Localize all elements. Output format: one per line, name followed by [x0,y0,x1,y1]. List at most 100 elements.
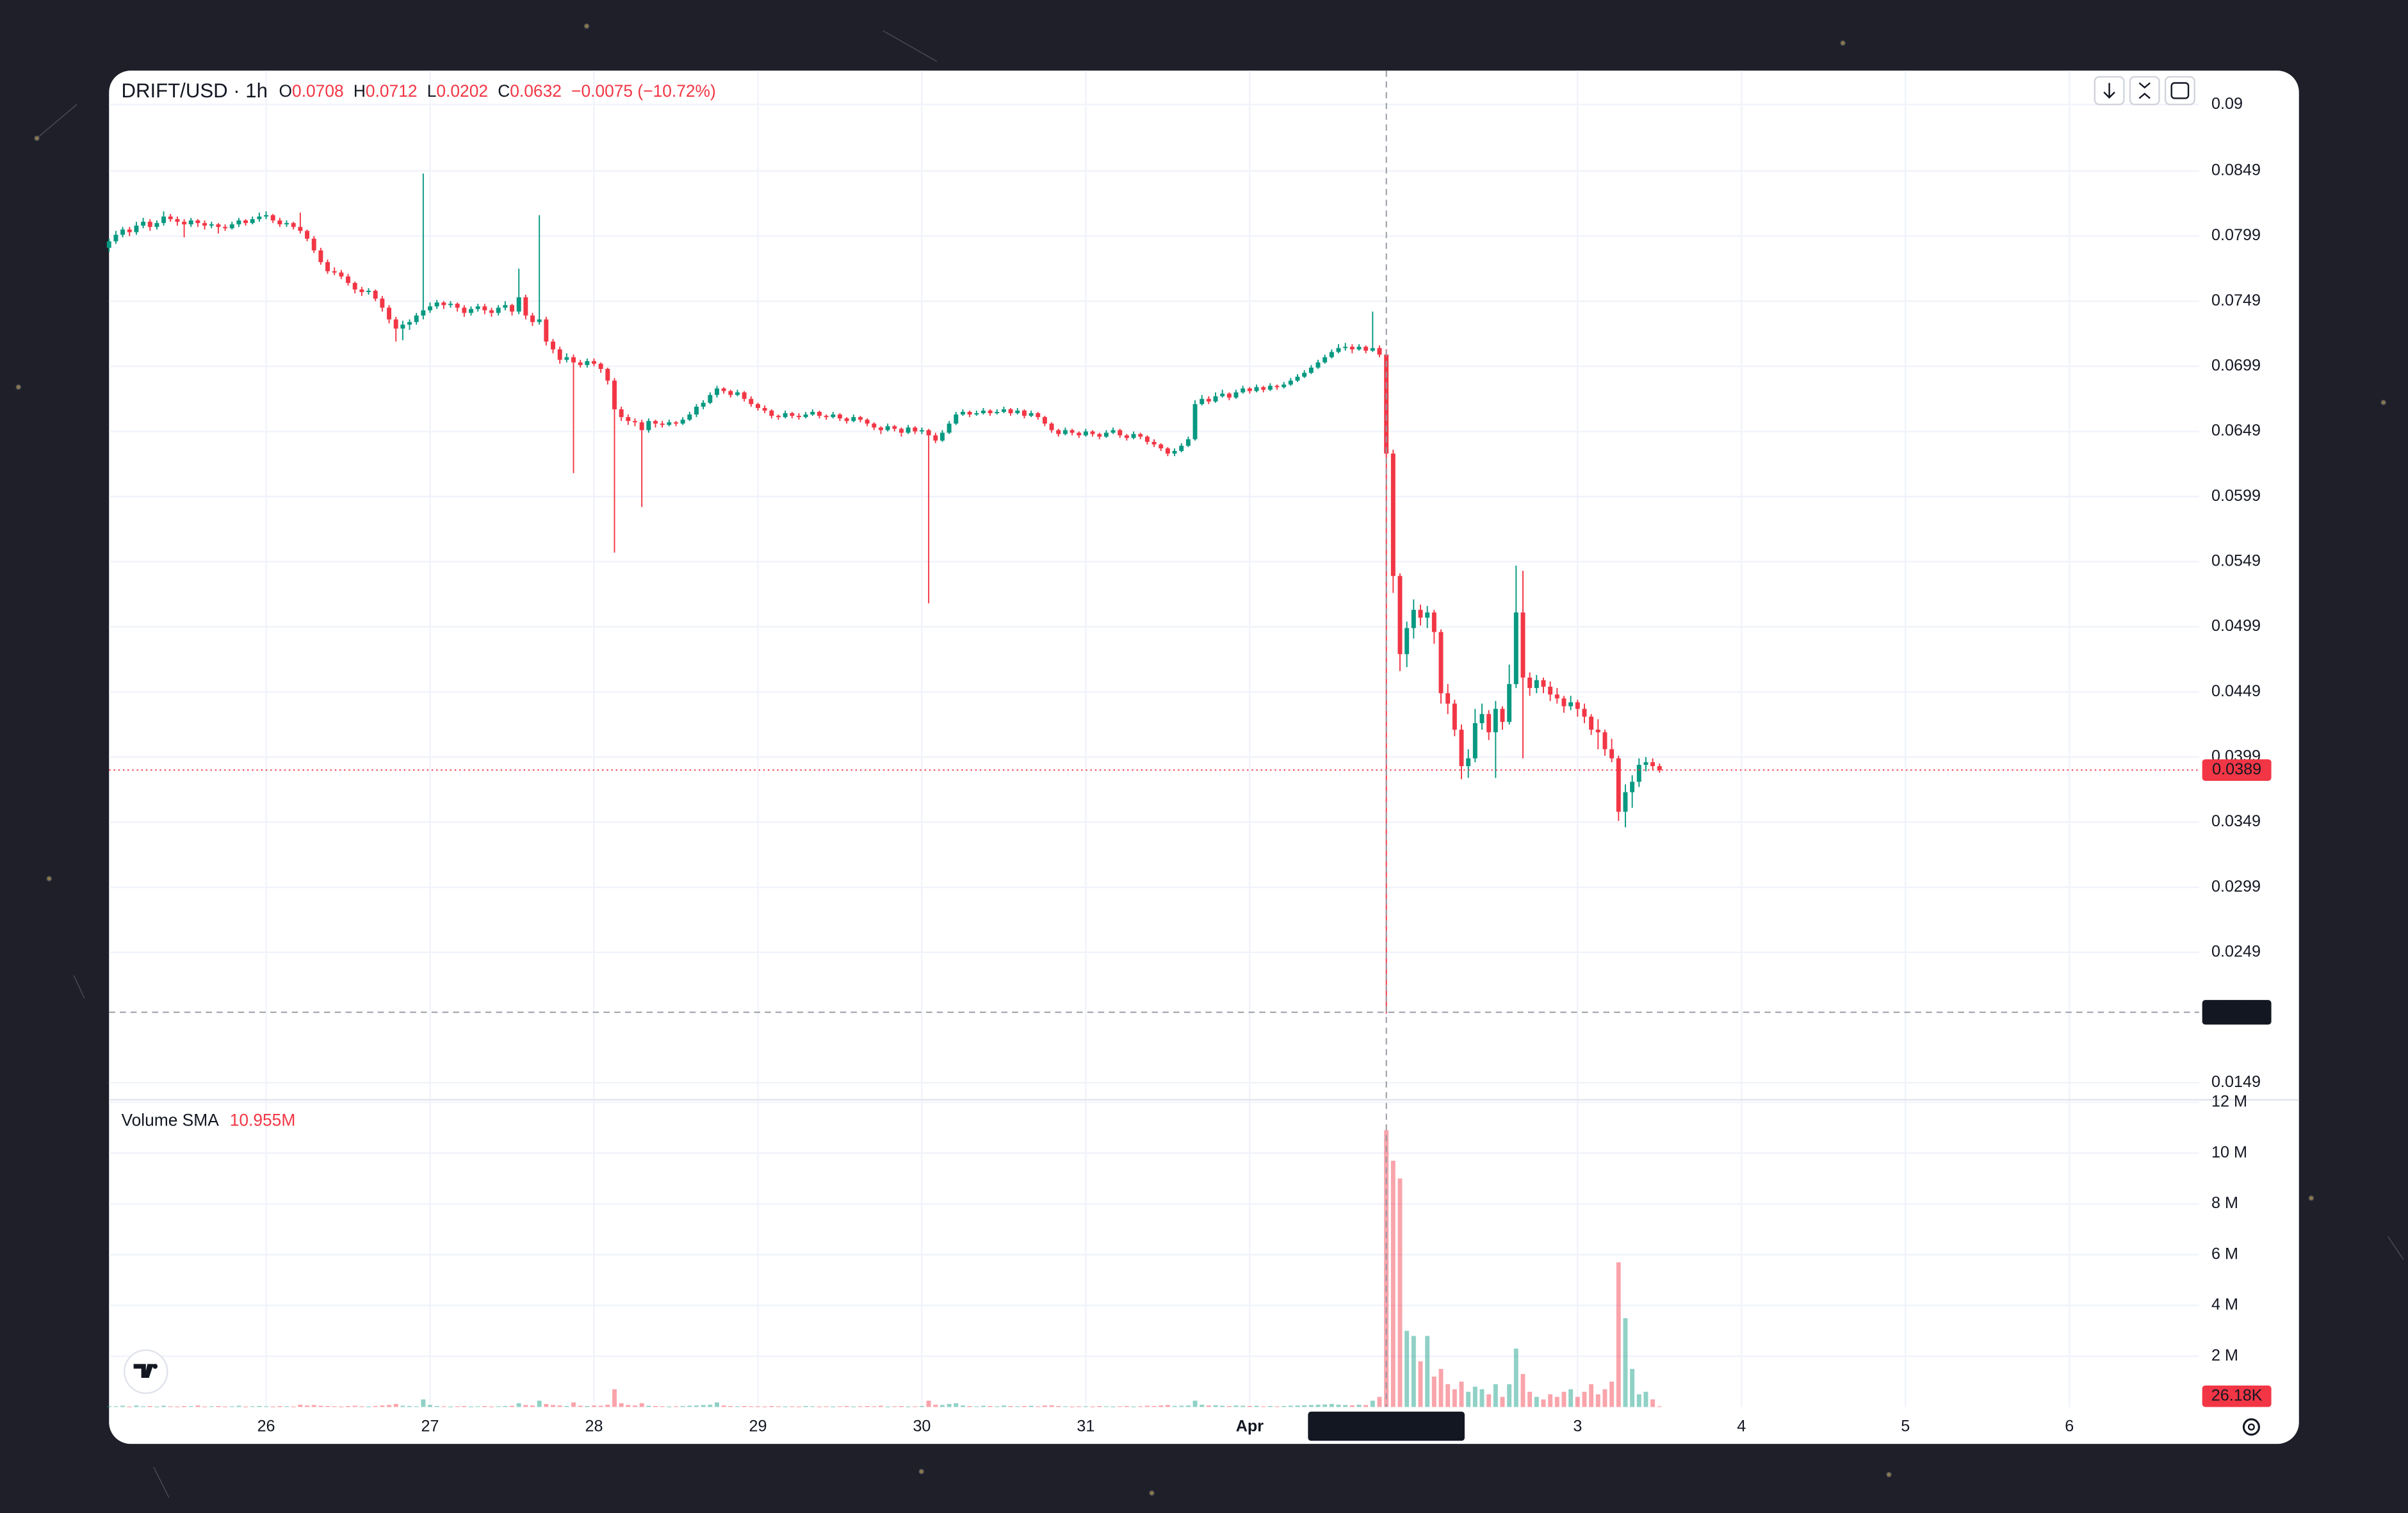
legend-line: DRIFT/USD · 1h O0.0708 H0.0712 L0.0202 C… [121,79,715,102]
volume-bar [305,1405,310,1407]
volume-bar [1206,1405,1211,1407]
candle-body [551,341,555,350]
volume-bar [1554,1396,1559,1407]
volume-tick-label: 12 M [2211,1093,2247,1111]
candle-body [1527,677,1533,689]
candle-body [1144,436,1150,442]
candle-body [1589,716,1594,730]
volume-bar [1192,1400,1198,1407]
button-fullscreen[interactable] [2164,76,2195,106]
volume-bar [769,1405,774,1407]
candle-body [1179,445,1184,452]
candle-body [1124,435,1129,438]
volume-bar [1315,1404,1321,1407]
volume-bar [551,1405,555,1407]
candle-body [1397,576,1403,655]
volume-bar [1356,1404,1362,1407]
candle-body [1315,362,1321,368]
settings-button[interactable] [2242,1418,2260,1436]
candle-body [1090,431,1095,434]
candle-body [393,319,398,329]
volume-bar [1274,1406,1280,1407]
candle-body [557,349,562,360]
volume-bar [1179,1405,1184,1407]
volume-bar [1479,1389,1485,1407]
candle-body [134,225,139,233]
candle-body [530,315,535,322]
y-tick-label: 0.0599 [2211,487,2261,505]
candle-body [510,305,514,312]
volume-bar [598,1405,603,1407]
volume-bar [106,1405,111,1407]
ohlc-key: C [498,81,510,101]
candle-body [455,304,460,308]
volume-sma-label: Volume SMA [121,1110,219,1129]
candle-body [1261,387,1266,390]
volume-bar [1103,1406,1109,1407]
candle-body [967,412,972,415]
volume-bar [578,1405,583,1407]
button-down[interactable] [2094,76,2125,106]
candle-body [1445,693,1451,704]
candle-body [605,368,610,381]
volume-bar [1466,1391,1471,1407]
candle-body [1118,430,1123,436]
grid [109,70,2199,1407]
candle-body [400,324,405,329]
volume-bar [995,1406,1000,1407]
candle-body [1336,348,1341,352]
logo[interactable] [124,1349,168,1394]
volume-bar [1493,1384,1498,1407]
volume-bar [878,1405,883,1407]
y-tick-label: 0.0649 [2211,421,2261,439]
volume-bar [1062,1406,1068,1407]
volume-bar [1513,1348,1518,1407]
candle-body [728,391,733,395]
candle-body [803,414,808,418]
volume-bar [1261,1406,1266,1407]
candle-body [373,290,378,299]
candle-body [878,427,883,430]
volume-bar [1001,1405,1006,1407]
candle-body [236,220,241,225]
candle-body [537,319,542,322]
candle-body [947,423,952,433]
crosshair-time-box [1308,1411,1465,1441]
candle-body [1507,683,1512,722]
volume-bar [1281,1405,1287,1407]
candle-body [1548,687,1553,695]
candle-body [1616,758,1621,812]
candle-body [1520,612,1525,678]
candle-body [1077,432,1082,436]
volume-bar [571,1402,576,1407]
button-collapse[interactable] [2129,76,2160,106]
candle-body [1131,434,1136,438]
candle-body [769,410,774,416]
volume-bar [537,1400,542,1407]
candle-body [988,410,993,414]
volume-bar [1425,1336,1430,1407]
volume-bar [1548,1394,1553,1407]
candle-body [742,392,747,399]
volume-bar [1411,1336,1416,1407]
candle-body [1185,439,1191,446]
candle-body [1636,765,1641,782]
volume-bar [1534,1396,1539,1407]
candle-body [387,307,392,320]
y-tick-label: 0.0149 [2211,1073,2261,1091]
candle-body [694,406,699,415]
toolbar [2094,76,2195,106]
y-tick-label: 0.0249 [2211,942,2261,960]
volume-bar [646,1405,651,1407]
candle-body [1200,398,1205,404]
candle-body [1159,444,1164,448]
candle-body [578,362,583,365]
candle-body [892,426,897,429]
candle-body [141,222,146,226]
volume-bar [229,1406,234,1407]
volume-bar [188,1406,193,1407]
volume-bar [1630,1369,1635,1407]
y-tick-label: 0.0849 [2211,161,2261,179]
volume-bar [708,1404,713,1407]
